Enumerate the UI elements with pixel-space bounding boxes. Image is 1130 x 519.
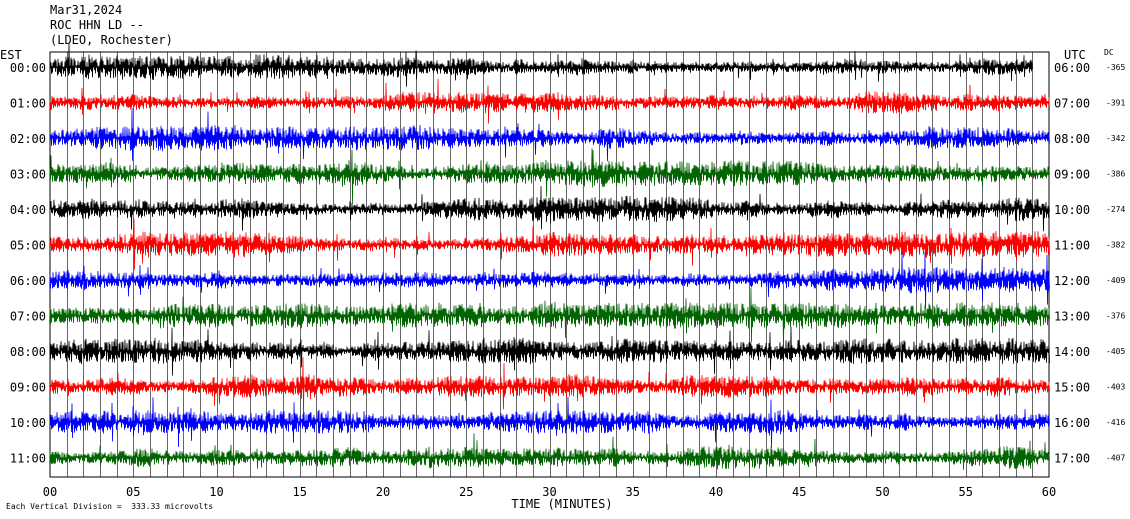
- row-utc-label: 13:00: [1054, 310, 1090, 324]
- row-utc-label: 10:00: [1054, 203, 1090, 217]
- plot-date: Mar31,2024: [50, 3, 123, 17]
- trace-row: [49, 252, 1050, 309]
- row-dc-offset: -382: [1106, 241, 1125, 250]
- row-utc-label: 06:00: [1054, 61, 1090, 75]
- plot-frame: [49, 51, 1050, 478]
- row-utc-label: 07:00: [1054, 97, 1090, 111]
- left-timezone-label: EST: [0, 48, 22, 62]
- row-dc-offset: -407: [1106, 454, 1125, 463]
- row-dc-offset: -342: [1106, 134, 1125, 143]
- trace-row: [49, 107, 1050, 162]
- row-dc-offset: -376: [1106, 312, 1125, 321]
- x-tick-label: 05: [126, 485, 140, 499]
- row-dc-offset: -409: [1106, 276, 1125, 285]
- trace-row: [49, 186, 1050, 232]
- right-timezone-label: UTC: [1064, 48, 1086, 62]
- x-tick-label: 40: [709, 485, 723, 499]
- x-tick-label: 45: [792, 485, 806, 499]
- x-tick-label: 30: [542, 485, 556, 499]
- trace-row: [49, 42, 1033, 87]
- trace-row: [49, 357, 1050, 418]
- x-tick-label: 25: [459, 485, 473, 499]
- row-dc-offset: -386: [1106, 170, 1125, 179]
- row-est-label: 11:00: [10, 452, 46, 466]
- trace-row: [49, 148, 1050, 204]
- x-tick-label: 55: [959, 485, 973, 499]
- row-est-label: 09:00: [10, 381, 46, 395]
- x-tick-label: 10: [209, 485, 223, 499]
- x-tick-label: 35: [626, 485, 640, 499]
- trace-row: [49, 78, 1050, 124]
- row-utc-label: 09:00: [1054, 168, 1090, 182]
- row-utc-label: 11:00: [1054, 239, 1090, 253]
- station-code: ROC HHN LD --: [50, 18, 144, 32]
- x-tick-label: 00: [43, 485, 57, 499]
- row-est-label: 10:00: [10, 416, 46, 430]
- row-dc-offset: -416: [1106, 418, 1125, 427]
- row-est-label: 02:00: [10, 132, 46, 146]
- row-est-label: 08:00: [10, 345, 46, 359]
- row-est-label: 05:00: [10, 239, 46, 253]
- row-dc-offset: -365: [1106, 63, 1125, 72]
- row-dc-offset: -274: [1106, 205, 1125, 214]
- row-est-label: 01:00: [10, 97, 46, 111]
- row-est-label: 04:00: [10, 203, 46, 217]
- x-tick-label: 60: [1042, 485, 1056, 499]
- row-utc-label: 16:00: [1054, 416, 1090, 430]
- row-est-label: 07:00: [10, 310, 46, 324]
- row-dc-offset: -391: [1106, 99, 1125, 108]
- x-tick-label: 20: [376, 485, 390, 499]
- row-utc-label: 08:00: [1054, 132, 1090, 146]
- x-tick-label: 15: [293, 485, 307, 499]
- trace-row: [49, 218, 1050, 270]
- row-utc-label: 14:00: [1054, 345, 1090, 359]
- row-est-label: 06:00: [10, 274, 46, 288]
- trace-row: [49, 396, 1050, 448]
- row-utc-label: 15:00: [1054, 381, 1090, 395]
- row-dc-offset: -403: [1106, 383, 1125, 392]
- network-name: (LDEO, Rochester): [50, 33, 173, 47]
- row-utc-label: 17:00: [1054, 452, 1090, 466]
- x-axis-label: TIME (MINUTES): [511, 497, 612, 511]
- row-utc-label: 12:00: [1054, 274, 1090, 288]
- x-tick-label: 50: [875, 485, 889, 499]
- row-est-label: 03:00: [10, 168, 46, 182]
- dc-column-header: DC: [1104, 48, 1114, 57]
- trace-row: [49, 326, 1050, 376]
- trace-row: [49, 433, 1050, 470]
- scale-footnote: Each Vertical Division = 333.33 microvol…: [6, 502, 214, 511]
- row-dc-offset: -405: [1106, 347, 1125, 356]
- trace-row: [49, 287, 1050, 346]
- row-est-label: 00:00: [10, 61, 46, 75]
